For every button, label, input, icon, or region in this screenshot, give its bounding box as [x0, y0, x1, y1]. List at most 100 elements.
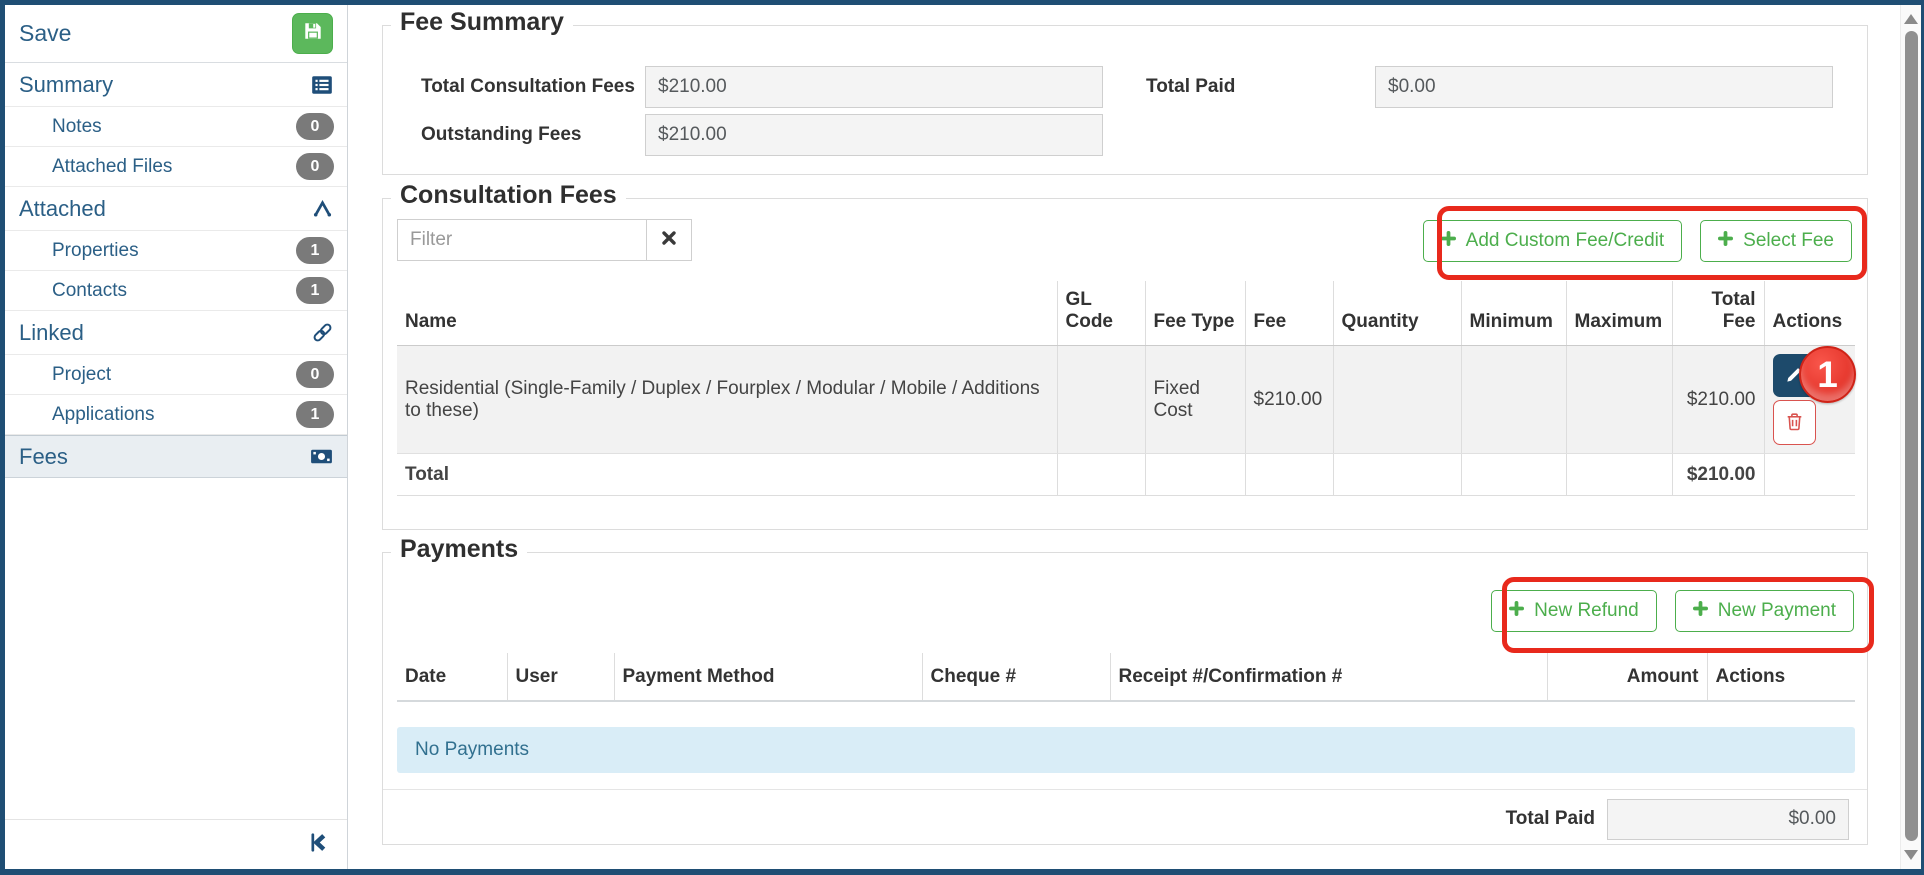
sidebar-item-notes[interactable]: Notes 0: [5, 107, 347, 147]
x-mark-icon: [660, 229, 678, 252]
fee-summary-legend: Fee Summary: [391, 8, 573, 37]
new-payment-button[interactable]: New Payment: [1674, 590, 1854, 632]
sidebar-item-summary[interactable]: Summary: [5, 63, 347, 107]
sidebar-item-label: Fees: [19, 443, 68, 469]
sidebar-item-label: Applications: [52, 403, 155, 425]
scrollbar-down-arrow-icon[interactable]: [1904, 850, 1918, 860]
fee-amount-cell: $210.00: [1244, 345, 1333, 454]
col-header-actions: Actions: [1763, 281, 1855, 346]
sidebar-item-label: Contacts: [52, 279, 127, 301]
applications-count-badge: 1: [296, 401, 334, 428]
sidebar-item-label: Project: [52, 363, 112, 385]
sidebar-item-label: Summary: [19, 71, 114, 97]
payments-total-paid-label: Total Paid: [1505, 808, 1595, 829]
new-refund-button[interactable]: New Refund: [1491, 590, 1657, 632]
trash-icon: [1784, 411, 1805, 435]
delete-fee-button[interactable]: [1772, 400, 1816, 445]
scrollbar-up-arrow-icon[interactable]: [1904, 14, 1918, 24]
no-payments-message: No Payments: [397, 727, 1855, 773]
sidebar-item-label: Attached Files: [52, 155, 173, 177]
clear-filter-button[interactable]: [647, 219, 692, 261]
sidebar-item-label: Attached: [19, 195, 106, 221]
sidebar-item-attached-files[interactable]: Attached Files 0: [5, 147, 347, 187]
fees-total-label: Total: [397, 453, 1057, 496]
col-header-maximum: Maximum: [1565, 281, 1672, 346]
fee-name-cell: Residential (Single-Family / Duplex / Fo…: [397, 345, 1057, 454]
payments-actions: New Refund New Payment: [1491, 590, 1854, 632]
col-header-payment-method: Payment Method: [613, 653, 922, 702]
filter-input[interactable]: [397, 219, 647, 261]
fee-type-cell: Fixed Cost: [1144, 345, 1245, 454]
sidebar-item-project[interactable]: Project 0: [5, 355, 347, 395]
col-header-cheque: Cheque #: [921, 653, 1110, 702]
sidebar-item-label: Linked: [19, 319, 84, 345]
new-payment-label: New Payment: [1717, 600, 1836, 621]
sidebar-item-applications[interactable]: Applications 1: [5, 395, 347, 435]
annotation-marker-1: 1: [1799, 346, 1856, 403]
collapse-sidebar-icon[interactable]: [304, 829, 331, 861]
money-bill-icon: [309, 444, 334, 469]
contacts-count-badge: 1: [296, 277, 334, 304]
scrollbar-thumb[interactable]: [1905, 31, 1918, 841]
new-refund-label: New Refund: [1534, 600, 1639, 621]
total-consultation-fees-field: [645, 66, 1103, 108]
col-header-fee: Fee: [1244, 281, 1333, 346]
payments-table: Date User Payment Method Cheque # Receip…: [397, 653, 1855, 702]
save-button[interactable]: [292, 13, 333, 54]
plus-icon: [1692, 600, 1708, 622]
notes-count-badge: 0: [296, 113, 334, 140]
fee-gl-code-cell: [1056, 345, 1145, 454]
consultation-fees-actions: Add Custom Fee/Credit Select Fee: [1422, 220, 1852, 262]
col-header-user: User: [506, 653, 614, 702]
fee-quantity-cell: [1332, 345, 1461, 454]
col-header-date: Date: [397, 653, 507, 702]
sidebar-item-linked[interactable]: Linked: [5, 311, 347, 355]
sidebar-item-attached[interactable]: Attached: [5, 187, 347, 231]
main-content: Fee Summary Total Consultation Fees Outs…: [348, 5, 1900, 869]
payments-footer-divider: [383, 789, 1867, 790]
add-custom-fee-credit-button[interactable]: Add Custom Fee/Credit: [1422, 220, 1683, 262]
sidebar-item-properties[interactable]: Properties 1: [5, 231, 347, 271]
add-custom-fee-credit-label: Add Custom Fee/Credit: [1465, 230, 1665, 251]
sidebar-item-fees[interactable]: Fees: [5, 435, 347, 478]
col-header-receipt: Receipt #/Confirmation #: [1109, 653, 1547, 702]
consultation-fees-legend: Consultation Fees: [391, 181, 626, 210]
sidebar-item-save[interactable]: Save: [5, 5, 347, 63]
total-paid-label: Total Paid: [1146, 76, 1236, 97]
total-consultation-fees-label: Total Consultation Fees: [421, 76, 635, 97]
fee-table-row: Residential (Single-Family / Duplex / Fo…: [397, 345, 1855, 454]
fee-minimum-cell: [1460, 345, 1566, 454]
window-border-bottom: [0, 869, 1924, 875]
fork-up-icon: [311, 197, 334, 220]
chain-link-icon: [311, 321, 334, 344]
sidebar: Save Summary Notes: [5, 5, 348, 869]
outstanding-fees-label: Outstanding Fees: [421, 124, 582, 145]
col-header-minimum: Minimum: [1460, 281, 1566, 346]
select-fee-button[interactable]: Select Fee: [1700, 220, 1852, 262]
window-border-right: [1921, 0, 1924, 875]
fees-total-row: Total $210.00: [397, 453, 1855, 496]
consultation-fees-table: Name GL Code Fee Type Fee Quantity Minim…: [397, 281, 1855, 496]
attached-files-count-badge: 0: [296, 153, 334, 180]
col-header-total-fee: Total Fee: [1671, 281, 1764, 346]
plus-icon: [1718, 230, 1734, 252]
pencil-icon: [1784, 364, 1805, 388]
plus-icon: [1440, 230, 1456, 252]
col-header-actions: Actions: [1706, 653, 1855, 702]
fees-total-value: $210.00: [1671, 453, 1764, 496]
sidebar-item-label: Properties: [52, 239, 139, 261]
window-border-left: [0, 0, 5, 875]
vertical-scrollbar[interactable]: [1900, 5, 1921, 869]
plus-icon: [1509, 600, 1525, 622]
sidebar-item-contacts[interactable]: Contacts 1: [5, 271, 347, 311]
window-border-top: [0, 0, 1924, 5]
col-header-fee-type: Fee Type: [1144, 281, 1245, 346]
payments-legend: Payments: [391, 535, 528, 564]
col-header-gl-code: GL Code: [1056, 281, 1145, 346]
col-header-name: Name: [397, 281, 1057, 346]
payments-footer: Total Paid: [1506, 798, 1849, 840]
sidebar-item-label: Notes: [52, 115, 102, 137]
payments-total-paid-field: [1607, 798, 1849, 840]
select-fee-label: Select Fee: [1743, 230, 1834, 251]
sidebar-collapse-row: [5, 819, 347, 869]
